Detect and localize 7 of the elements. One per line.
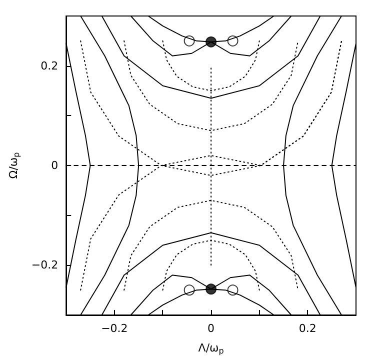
x-tick-label: 0.2 <box>298 322 316 335</box>
x-tick-label: −0.2 <box>101 322 128 335</box>
y-tick-label: 0.2 <box>40 59 58 72</box>
x-tick-label: 0 <box>208 322 215 335</box>
y-tick-label: −0.2 <box>31 258 58 272</box>
y-tick-label: 0 <box>51 159 58 172</box>
y-axis-title: Ω/ωp <box>7 152 21 179</box>
